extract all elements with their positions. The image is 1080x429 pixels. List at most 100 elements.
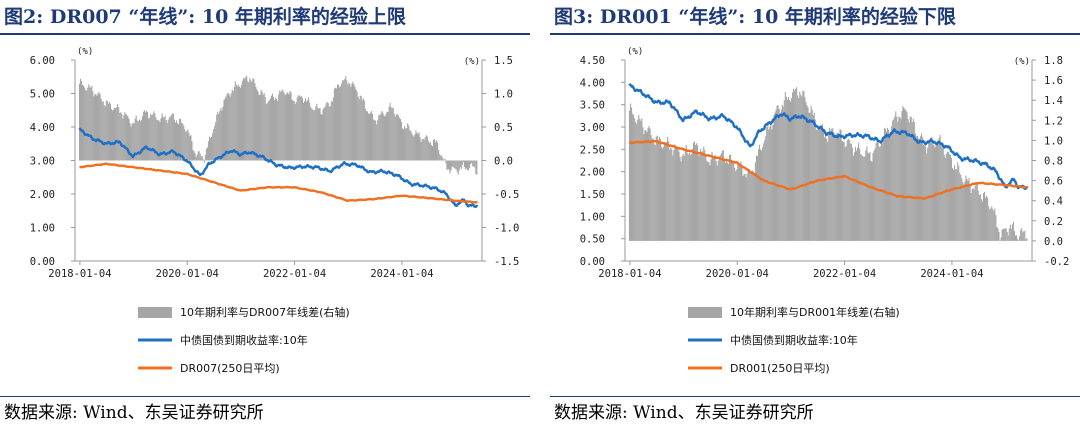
- spread-bar: [189, 135, 191, 161]
- spread-bar: [877, 141, 879, 241]
- spread-bar: [702, 151, 704, 241]
- spread-bar: [746, 173, 748, 241]
- spread-bar: [844, 147, 846, 241]
- spread-bar: [981, 201, 984, 241]
- spread-bar: [669, 149, 671, 241]
- spread-bar: [879, 146, 881, 241]
- spread-bar: [799, 91, 801, 241]
- spread-bar: [110, 109, 113, 161]
- spread-bar: [186, 130, 188, 161]
- spread-bar: [914, 133, 916, 241]
- spread-bar: [933, 145, 935, 241]
- spread-bar: [722, 150, 724, 241]
- spread-bar: [149, 117, 151, 161]
- spread-bar: [1023, 231, 1025, 241]
- spread-bar: [950, 158, 953, 241]
- spread-bar: [413, 136, 415, 161]
- repo-250d-average-line: [78, 162, 479, 204]
- spread-bar: [976, 184, 978, 241]
- spread-bar: [629, 103, 632, 241]
- spread-bar: [175, 120, 178, 161]
- spread-bar: [135, 115, 137, 161]
- spread-bar: [872, 153, 874, 241]
- legend-label: 中债国债到期收益率:10年: [730, 333, 858, 347]
- spread-bar: [938, 137, 940, 241]
- spread-bar: [949, 154, 952, 241]
- spread-bar: [350, 87, 352, 161]
- spread-bar: [171, 113, 173, 161]
- spread-bar: [109, 103, 111, 161]
- spread-bar: [97, 93, 99, 161]
- spread-bar: [636, 123, 638, 241]
- spread-bar: [265, 103, 267, 161]
- spread-bar: [978, 195, 980, 241]
- spread-bar: [465, 160, 468, 169]
- spread-bar: [105, 100, 107, 161]
- spread-bar: [163, 117, 165, 161]
- spread-bar: [139, 120, 141, 161]
- spread-bar: [660, 146, 663, 241]
- spread-bar: [784, 92, 786, 241]
- spread-bar: [235, 84, 237, 161]
- spread-bar: [936, 141, 938, 241]
- spread-bar: [467, 160, 469, 171]
- spread-bar: [752, 171, 754, 241]
- spread-bar: [133, 123, 135, 161]
- spread-bar: [444, 158, 446, 161]
- spread-bar: [840, 130, 842, 241]
- spread-bar: [303, 101, 306, 161]
- spread-bar: [134, 118, 136, 161]
- spread-bar: [156, 119, 158, 161]
- spread-bar: [236, 86, 238, 161]
- spread-bar: [476, 160, 478, 175]
- spread-bar: [147, 111, 149, 161]
- spread-bar: [318, 108, 320, 161]
- spread-bar: [390, 107, 392, 161]
- spread-bar: [414, 134, 416, 161]
- spread-bar: [271, 93, 274, 161]
- spread-bar: [229, 96, 231, 161]
- spread-bar: [925, 146, 927, 241]
- spread-bar: [89, 86, 91, 161]
- spread-bar: [129, 123, 131, 161]
- spread-bar: [1003, 228, 1005, 241]
- spread-bar: [668, 141, 670, 241]
- spread-bar: [884, 128, 886, 241]
- spread-bar: [278, 94, 280, 161]
- spread-bar: [854, 146, 857, 241]
- spread-bar: [751, 170, 753, 241]
- spread-bar: [641, 118, 643, 241]
- spread-bar: [287, 92, 289, 161]
- spread-bar: [801, 96, 803, 241]
- spread-bar: [760, 149, 762, 241]
- spread-bar: [219, 110, 221, 161]
- spread-bar: [391, 107, 393, 161]
- spread-bar: [707, 161, 709, 241]
- spread-bar: [108, 101, 110, 161]
- spread-bar: [922, 137, 924, 241]
- spread-bar: [223, 100, 225, 161]
- spread-bar: [301, 97, 303, 161]
- left-tick-label: 4.50: [580, 55, 605, 67]
- spread-bar: [825, 135, 827, 241]
- spread-bar: [232, 91, 234, 161]
- spread-bar: [797, 95, 799, 241]
- spread-bar: [277, 100, 279, 161]
- spread-bar: [836, 132, 838, 241]
- spread-bar: [151, 115, 153, 161]
- spread-bar: [179, 118, 181, 161]
- spread-bar: [457, 160, 459, 175]
- spread-bar: [148, 118, 150, 161]
- spread-bar: [703, 146, 705, 241]
- spread-bar: [368, 113, 371, 161]
- spread-bar: [828, 133, 830, 241]
- spread-bar: [761, 150, 763, 241]
- spread-bar: [432, 140, 435, 161]
- spread-bar: [435, 142, 437, 161]
- spread-bar: [96, 95, 98, 161]
- spread-bar: [931, 136, 933, 241]
- left-tick-label: 0.50: [580, 234, 605, 246]
- spread-bar: [781, 104, 783, 241]
- spread-bar: [680, 161, 682, 241]
- spread-bar: [242, 80, 244, 161]
